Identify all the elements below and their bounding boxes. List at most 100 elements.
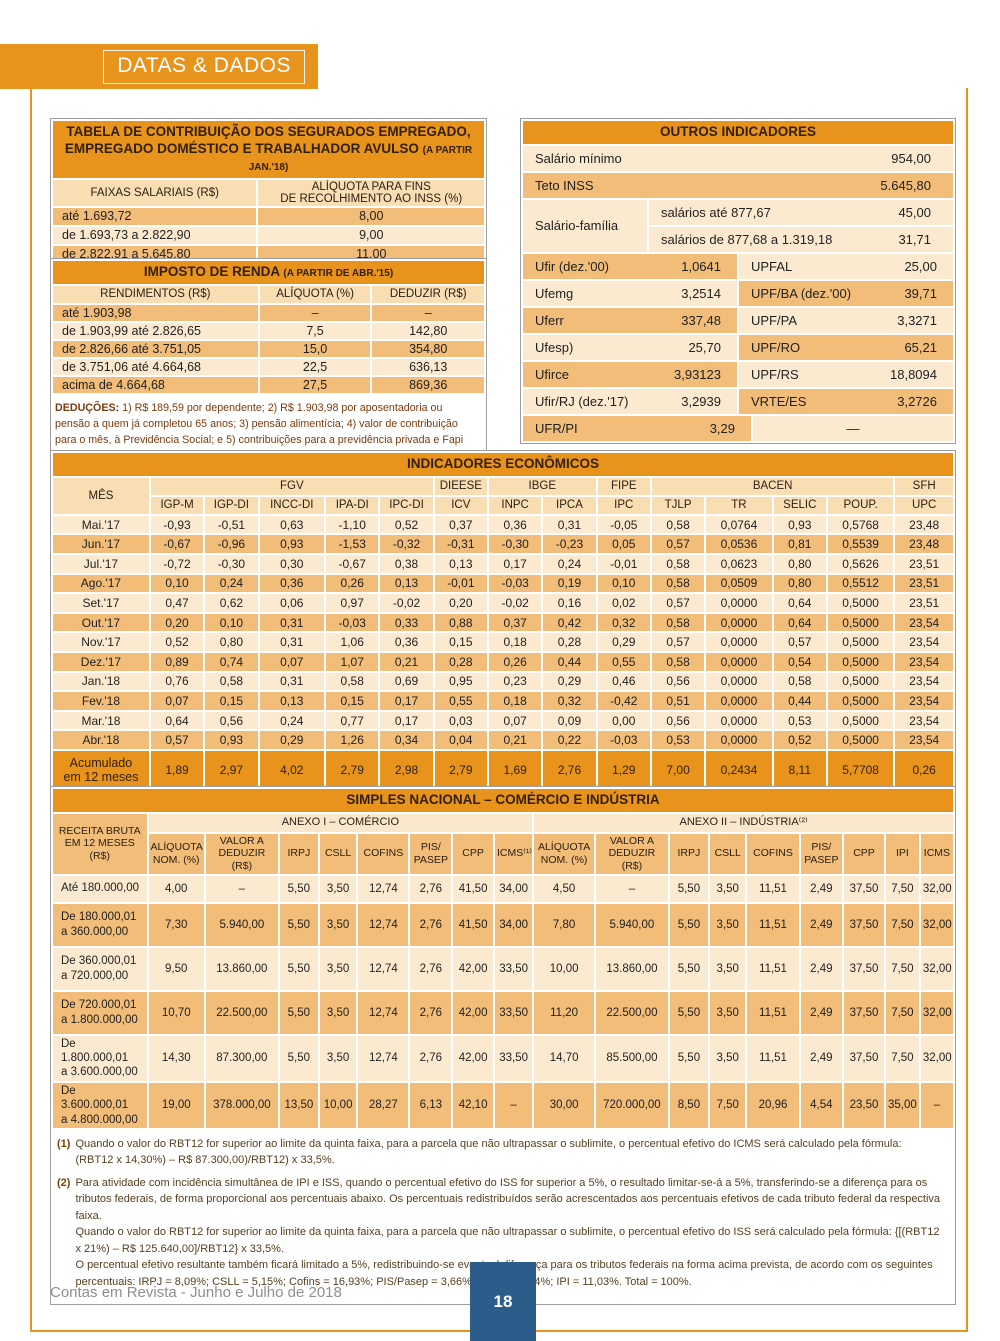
value-cell: 12,74	[358, 903, 409, 946]
indicator-pair-row: Ufemg 3,2514 UPF/BA (dez.'00) 39,71	[523, 280, 953, 306]
indicator-value: 31,71	[898, 231, 931, 247]
title-line-1: TABELA DE CONTRIBUIÇÃO DOS SEGURADOS EMP…	[66, 124, 471, 139]
contribution-table-title: TABELA DE CONTRIBUIÇÃO DOS SEGURADOS EMP…	[53, 121, 484, 178]
column-header: ICMS⁽¹⁾	[495, 833, 533, 874]
value-cell: –	[595, 875, 668, 902]
simples-nacional-table: SIMPLES NACIONAL – COMÉRCIO E INDÚSTRIA …	[50, 786, 956, 1306]
indicator-pair-row: Ufirce 3,93123 UPF/RS 18,8094	[523, 361, 953, 387]
month-cell: Nov.'17	[53, 633, 149, 652]
header-row: ALÍQUOTA NOM. (%) VALOR A DEDUZIR (R$) IRP…	[53, 833, 953, 874]
indicator-cell: UPF/RS 18,8094	[739, 361, 953, 387]
value-cell: 0,56	[651, 711, 705, 730]
faixa-cell: De 720.000,01 a 1.800.000,00	[53, 991, 147, 1034]
table-row: De 3.600.000,01 a 4.800.000,00 19,00 378.0…	[53, 1082, 953, 1128]
group-header: DIEESE	[434, 477, 487, 495]
value-cell: 0,0000	[706, 672, 772, 691]
value-cell: 0,29	[543, 672, 596, 691]
value-cell: 0,0000	[706, 653, 772, 671]
indicator-value: 3,2514	[681, 285, 721, 301]
value-cell: 37,50	[844, 1035, 884, 1081]
accumulated-value: 5,7708	[827, 751, 894, 789]
value-cell: 0,18	[488, 692, 542, 710]
value-cell: -0,03	[488, 574, 542, 593]
accumulated-value: 0,2434	[706, 751, 772, 789]
income-tax-table: IMPOSTO DE RENDA (A PARTIR DE ABR.'15) R…	[50, 258, 487, 473]
value-cell: 0,56	[205, 711, 258, 730]
value-cell: 0,58	[773, 672, 826, 691]
value-cell: 0,17	[380, 711, 433, 730]
value-cell: 0,19	[543, 574, 596, 593]
table-row: Jun.'17 -0,67 -0,96 0,93 -1,53 -0,32 -0,31 -0,3…	[53, 535, 953, 554]
value-cell: 0,54	[773, 653, 826, 671]
indicator-cell: UPF/PA 3,3271	[739, 307, 953, 333]
column-header: ICV	[434, 496, 487, 514]
table-row: acima de 4.664,68 27,5 869,36	[53, 376, 484, 393]
accumulated-label: Acumulado em 12 meses	[53, 751, 149, 789]
value-cell: 5,50	[669, 1035, 708, 1081]
aliquota-cell: –	[259, 304, 371, 321]
value-cell: 2,76	[410, 991, 452, 1034]
value-cell: 0,76	[150, 672, 204, 691]
value-cell: 23,54	[895, 731, 953, 749]
value-cell: 11,51	[747, 991, 799, 1034]
table-row: De 180.000,01 a 360.000,00 7,30 5.940,00 5,…	[53, 903, 953, 946]
value-cell: 23,54	[895, 692, 953, 710]
column-header: COFINS	[358, 833, 409, 874]
indicator-value: 65,21	[904, 339, 937, 355]
value-cell: 0,07	[259, 653, 325, 671]
value-cell: 5,50	[279, 1035, 318, 1081]
value-cell: 2,76	[410, 1035, 452, 1081]
contribution-grid: FAIXAS SALARIAIS (R$) ALÍQUOTA PARA FINS…	[51, 178, 486, 265]
column-header: CPP	[844, 833, 884, 874]
indicator-label: Teto INSS	[535, 177, 594, 193]
value-cell: 4,00	[148, 875, 204, 902]
value-cell: 23,48	[895, 515, 953, 534]
value-cell: 0,57	[651, 594, 705, 612]
value-cell: 0,36	[488, 515, 542, 534]
indicator-value: 5.645,80	[880, 177, 931, 193]
column-header: CPP	[453, 833, 493, 874]
column-header: ALÍQUOTA NOM. (%)	[534, 833, 594, 874]
value-cell: 22.500,00	[595, 991, 668, 1034]
footnote-text: Quando o valor do RBT12 for superior ao …	[75, 1137, 902, 1167]
contribution-table: TABELA DE CONTRIBUIÇÃO DOS SEGURADOS EMP…	[50, 118, 487, 266]
deductions-label: DEDUÇÕES:	[55, 401, 120, 414]
value-cell: 0,22	[543, 731, 596, 749]
month-cell: Ago.'17	[53, 574, 149, 593]
value-cell: -0,03	[597, 731, 650, 749]
value-cell: 8,50	[669, 1082, 708, 1128]
value-cell: -0,67	[150, 535, 204, 554]
value-cell: 0,64	[773, 613, 826, 632]
value-cell: 2,49	[800, 991, 843, 1034]
value-cell: 87.300,00	[205, 1035, 278, 1081]
value-cell: 23,54	[895, 633, 953, 652]
indicator-label: UPF/RO	[751, 339, 801, 355]
value-cell: 0,29	[597, 633, 650, 652]
value-cell: 23,54	[895, 672, 953, 691]
column-header: POUP.	[827, 496, 894, 514]
value-cell: 0,15	[205, 692, 258, 710]
value-cell: 23,51	[895, 555, 953, 573]
value-cell: 0,95	[434, 672, 487, 691]
title-suffix: (A PARTIR DE ABR.'15)	[283, 268, 394, 279]
value-cell: 0,55	[597, 653, 650, 671]
value-cell: 0,55	[434, 692, 487, 710]
table-row: Jul.'17 -0,72 -0,30 0,30 -0,67 0,38 0,13 0,17 0,…	[53, 555, 953, 573]
faixa-cell: De 1.800.000,01 a 3.600.000,00	[53, 1035, 147, 1081]
table-row: De 1.800.000,01 a 3.600.000,00 14,30 87.30…	[53, 1035, 953, 1081]
value-cell: 7,50	[885, 903, 919, 946]
indicator-value: 3,29	[709, 420, 735, 436]
column-header: IRPJ	[669, 833, 708, 874]
value-cell: 0,31	[259, 672, 325, 691]
faixa-cell: até 1.693,72	[53, 207, 257, 225]
footnote-marker: (1)	[57, 1137, 71, 1150]
value-cell: -0,30	[488, 535, 542, 554]
value-cell: 0,81	[773, 535, 826, 554]
column-header: IPA-DI	[326, 496, 379, 514]
value-cell: 0,5539	[827, 535, 894, 554]
table-row: Mar.'18 0,64 0,56 0,24 0,77 0,17 0,03 0,07 0,09 0…	[53, 711, 953, 730]
indicator-label: VRTE/ES	[751, 393, 807, 409]
other-indicators-body: Salário mínimo 954,00 Teto INSS 5.645,80 Sal…	[521, 144, 955, 443]
month-cell: Out.'17	[53, 613, 149, 632]
value-cell: 42,10	[453, 1082, 493, 1128]
